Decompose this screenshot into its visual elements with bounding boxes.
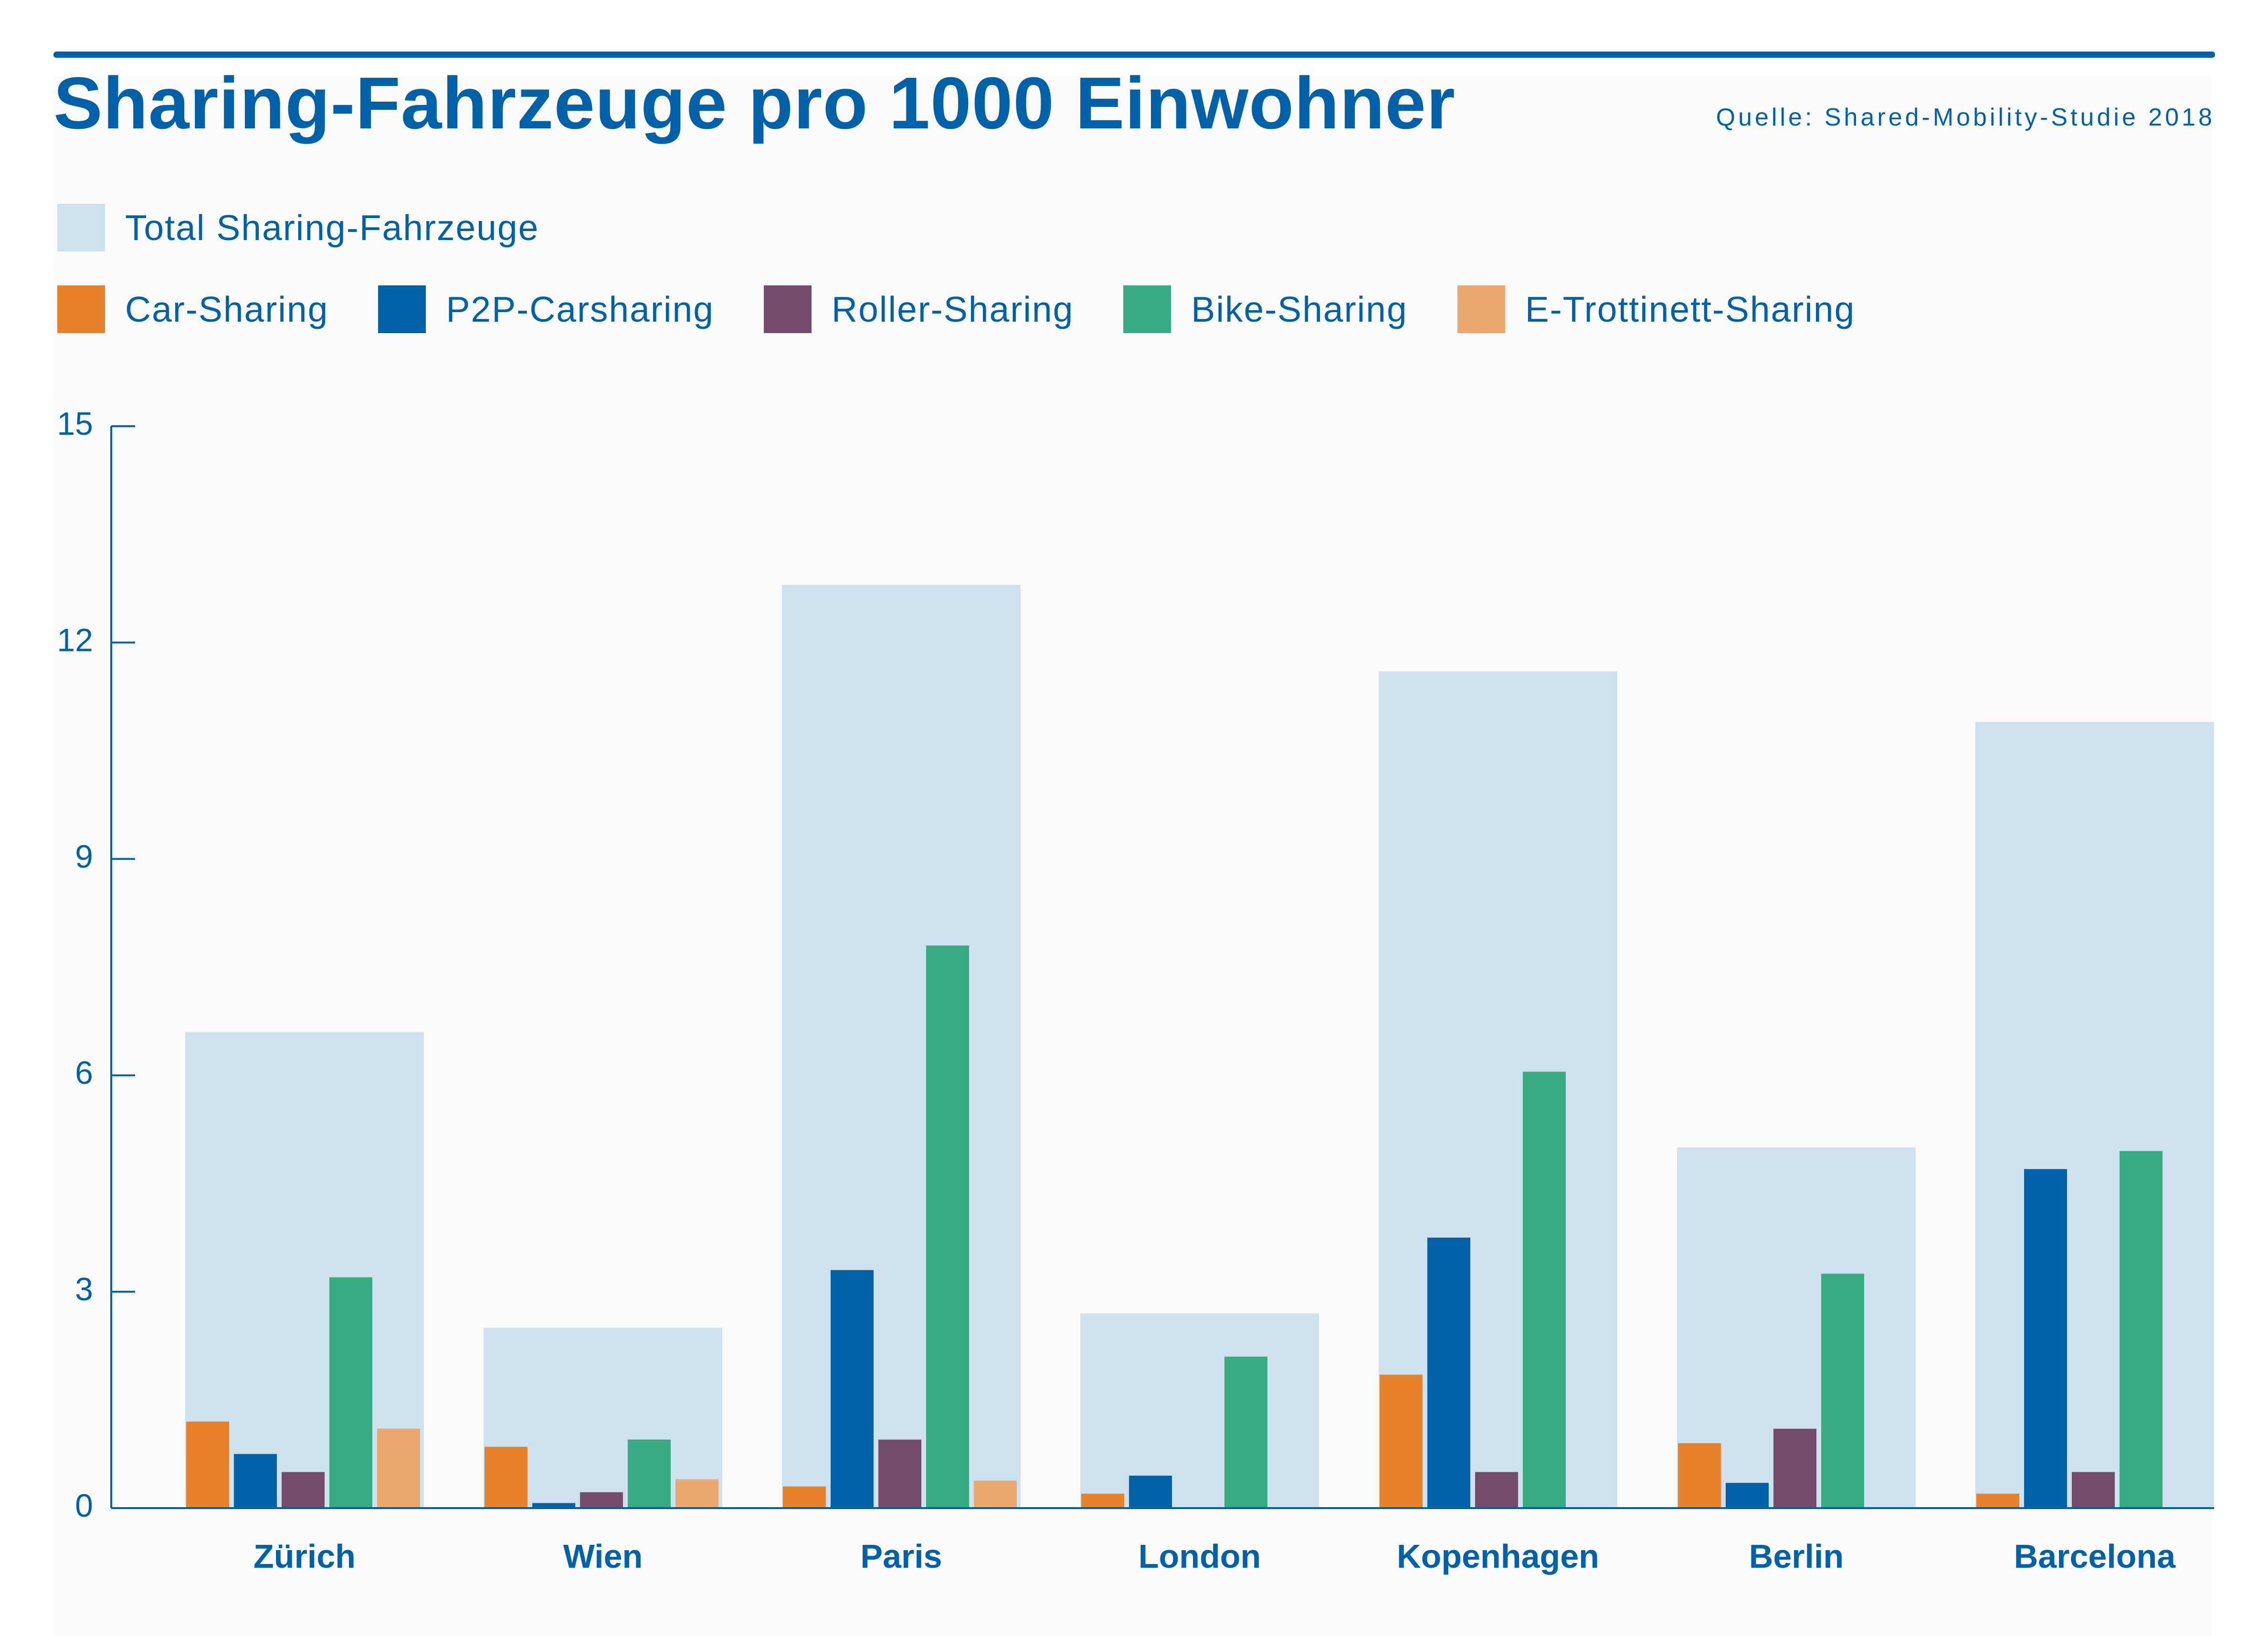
bar-london-p2p-carsharing [1129, 1475, 1172, 1508]
total-bar-london [1080, 1313, 1319, 1508]
legend-swatch-bike-sharing [1123, 285, 1171, 333]
bar-kopenhagen-car-sharing [1380, 1374, 1423, 1508]
bar-wien-p2p-carsharing [532, 1503, 575, 1508]
category-label-london: London [1139, 1538, 1261, 1575]
bar-wien-e-trottinett-sharing [675, 1479, 718, 1508]
y-tick-label-3: 3 [75, 1271, 93, 1308]
category-label-wien: Wien [563, 1538, 643, 1575]
title-rule [53, 52, 2215, 58]
legend-item-e-trottinett-sharing: E-Trottinett-Sharing [1457, 285, 1856, 333]
bar-wien-bike-sharing [628, 1439, 671, 1508]
legend-label-total: Total Sharing-Fahrzeuge [125, 208, 539, 248]
bar-barcelona-car-sharing [1976, 1493, 2019, 1508]
bar-wien-car-sharing [485, 1447, 527, 1508]
y-tick-label-15: 15 [57, 406, 93, 442]
total-bar-kopenhagen [1379, 671, 1617, 1508]
legend-swatch-total [57, 204, 105, 252]
bar-berlin-roller-sharing [1773, 1428, 1816, 1508]
bar-wien-roller-sharing [580, 1492, 623, 1508]
bar-berlin-car-sharing [1678, 1443, 1721, 1508]
category-label-paris: Paris [860, 1538, 942, 1575]
bar-berlin-bike-sharing [1821, 1273, 1864, 1508]
category-label-berlin: Berlin [1749, 1538, 1844, 1575]
total-bar-barcelona [1975, 722, 2214, 1508]
y-tick-label-9: 9 [75, 839, 93, 875]
bar-paris-car-sharing [783, 1486, 826, 1508]
category-label-kopenhagen: Kopenhagen [1397, 1538, 1599, 1575]
legend-item-total: Total Sharing-Fahrzeuge [57, 204, 539, 252]
bar-barcelona-p2p-carsharing [2024, 1169, 2067, 1508]
bar-paris-e-trottinett-sharing [974, 1480, 1017, 1508]
legend-label-bike-sharing: Bike-Sharing [1191, 289, 1408, 329]
legend-item-roller-sharing: Roller-Sharing [763, 285, 1074, 333]
legend-item-bike-sharing: Bike-Sharing [1123, 285, 1407, 333]
legend-label-car-sharing: Car-Sharing [125, 289, 329, 329]
legend-label-p2p-carsharing: P2P-Carsharing [446, 289, 714, 329]
y-tick-label-0: 0 [75, 1488, 93, 1524]
category-label-zurich: Zürich [253, 1538, 356, 1575]
chart-title: Sharing-Fahrzeuge pro 1000 Einwohner [53, 62, 1456, 144]
bar-zurich-p2p-carsharing [234, 1454, 277, 1508]
legend-series-row: Car-Sharing P2P-Carsharing Roller-Sharin… [57, 285, 1905, 333]
legend-label-e-trottinett-sharing: E-Trottinett-Sharing [1525, 289, 1856, 329]
bar-paris-bike-sharing [926, 945, 969, 1508]
bar-zurich-roller-sharing [282, 1472, 325, 1508]
legend-swatch-roller-sharing [763, 285, 812, 333]
legend-swatch-car-sharing [57, 285, 105, 333]
bar-london-car-sharing [1081, 1493, 1124, 1508]
bar-berlin-p2p-carsharing [1726, 1483, 1769, 1508]
bar-kopenhagen-p2p-carsharing [1427, 1237, 1470, 1508]
category-label-barcelona: Barcelona [2014, 1538, 2176, 1575]
legend-item-car-sharing: Car-Sharing [57, 285, 328, 333]
bar-paris-p2p-carsharing [831, 1270, 874, 1508]
legend-total-row: Total Sharing-Fahrzeuge [57, 204, 589, 252]
legend-item-p2p-carsharing: P2P-Carsharing [378, 285, 714, 333]
bar-zurich-e-trottinett-sharing [377, 1428, 420, 1508]
bar-zurich-bike-sharing [329, 1277, 372, 1508]
legend-label-roller-sharing: Roller-Sharing [831, 289, 1074, 329]
source-note: Quelle: Shared-Mobility-Studie 2018 [1716, 104, 2215, 131]
legend-swatch-p2p-carsharing [378, 285, 426, 333]
bar-kopenhagen-bike-sharing [1523, 1071, 1566, 1508]
bar-zurich-car-sharing [186, 1421, 229, 1508]
bar-kopenhagen-roller-sharing [1475, 1472, 1518, 1508]
y-tick-label-6: 6 [75, 1055, 93, 1091]
bar-barcelona-bike-sharing [2120, 1151, 2163, 1508]
bar-paris-roller-sharing [878, 1439, 921, 1508]
legend-swatch-e-trottinett-sharing [1457, 285, 1505, 333]
total-bar-paris [782, 585, 1021, 1508]
bar-london-bike-sharing [1224, 1356, 1267, 1508]
y-tick-label-12: 12 [57, 622, 93, 658]
bar-barcelona-roller-sharing [2072, 1472, 2115, 1508]
